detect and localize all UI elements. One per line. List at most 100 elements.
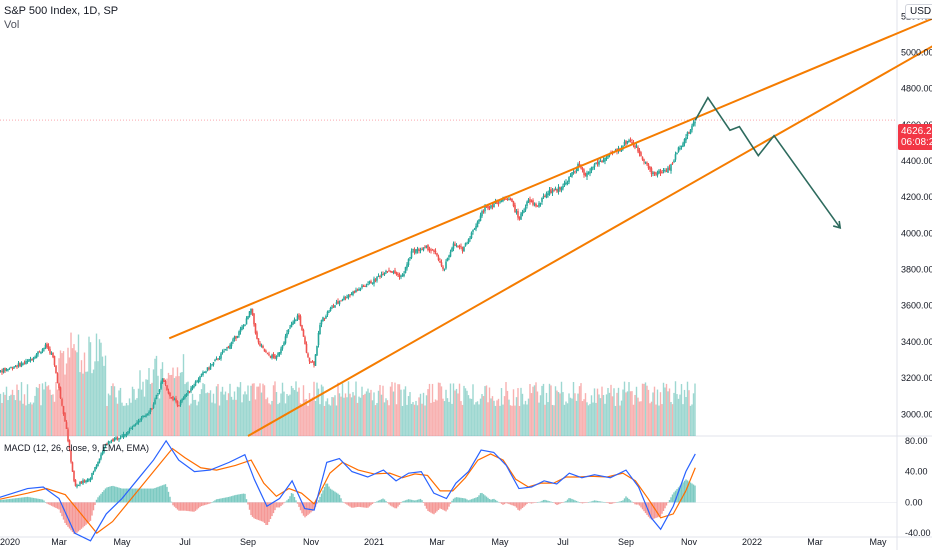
candle-body [497,203,500,205]
macd-histogram-bar [95,499,98,503]
volume-bar [97,361,99,436]
candle-body [628,140,630,143]
volume-bar [31,404,33,436]
volume-bar [604,403,606,436]
price-tick-label: 4800.00 [901,84,932,94]
candle-body [283,342,285,346]
candle-body [296,315,299,320]
volume-bar [343,397,345,436]
time-tick-label: Mar [429,537,445,547]
macd-histogram-bar [247,502,249,505]
candle-body [355,289,357,293]
candle-body [143,416,146,418]
volume-bar [55,382,57,436]
macd-histogram-bar [409,499,411,503]
candle-body [121,436,123,438]
candle-body [685,137,687,141]
macd-histogram-bar [40,499,42,503]
volume-bar [616,392,618,436]
volume-bar [368,392,371,436]
macd-histogram-bar [425,502,428,509]
candle-body [281,345,284,349]
volume-bar [299,403,302,436]
volume-bar [686,381,689,436]
macd-histogram-bar [596,500,599,503]
volume-bar [475,402,477,436]
macd-histogram-bar [395,502,398,509]
candle-body [22,363,24,365]
volume-bar [515,397,518,436]
candle-body [202,372,204,375]
candle-body [334,305,336,308]
macd-histogram-bar [530,502,533,504]
macd-histogram-bar [595,500,597,503]
macd-histogram-bar [200,502,203,507]
candle-body [544,195,546,197]
macd-histogram-bar [280,502,282,507]
volume-bar [101,356,104,436]
macd-histogram-bar [463,498,465,503]
time-tick-label: Jul [557,537,569,547]
candle-body [35,354,38,359]
candle-body [209,365,212,370]
volume-bar [608,392,611,436]
time-tick-label: 2020 [0,537,20,547]
macd-histogram-bar [50,502,53,506]
candle-body [364,285,366,287]
volume-bar [614,405,617,436]
currency-badge[interactable]: USD [905,4,932,19]
candle-body [653,171,656,174]
candle-body [442,266,444,269]
candle-body [500,200,503,202]
volume-bar [437,382,440,436]
candle-body [41,349,44,352]
candle-body [91,472,93,480]
volume-bar [461,404,464,436]
macd-histogram-bar [562,502,564,503]
candle-body [254,323,257,334]
macd-histogram-bar [295,500,297,503]
volume-bar [415,400,417,436]
candle-body [392,271,395,273]
drawing-overlays[interactable] [0,2,932,437]
volume-bar [689,405,692,436]
macd-histogram-bar [478,495,480,503]
candle-body [133,424,135,427]
candle-body [112,438,114,442]
volume-bar [326,398,329,436]
candle-body [514,205,516,212]
macd-histogram-bar [637,502,639,505]
volume-bar [377,390,380,436]
macd-histogram-bar [421,500,423,503]
macd-histogram-bar [455,497,458,503]
macd-histogram-bar [481,492,483,503]
candle-body [404,267,407,273]
macd-histogram-bar [491,499,494,503]
candle-body [251,308,254,315]
volume-bar [478,404,480,436]
volume-bar [142,381,144,436]
candle-body [5,368,8,372]
volume-bar [218,405,221,436]
volume-bar [305,398,308,436]
last-price-value: 4626.24 [901,126,932,137]
macd-histogram-bar [161,485,164,503]
volume-bar [163,383,165,436]
macd-histogram-bar [119,488,122,503]
candle-body [464,243,467,247]
macd-histogram-bar [317,500,320,503]
candle-body [583,169,585,175]
candle-body [638,150,641,154]
candle-body [595,163,597,165]
volume-bar [463,385,465,436]
candle-body [433,250,435,252]
macd-histogram-bar [673,492,675,503]
time-tick-label: 2021 [364,537,384,547]
volume-bar [86,371,89,436]
candle-body [347,295,350,298]
volume-bar [653,386,656,436]
volume-bar [25,405,27,436]
volume-bar [470,398,473,436]
volume-bar [631,391,633,436]
